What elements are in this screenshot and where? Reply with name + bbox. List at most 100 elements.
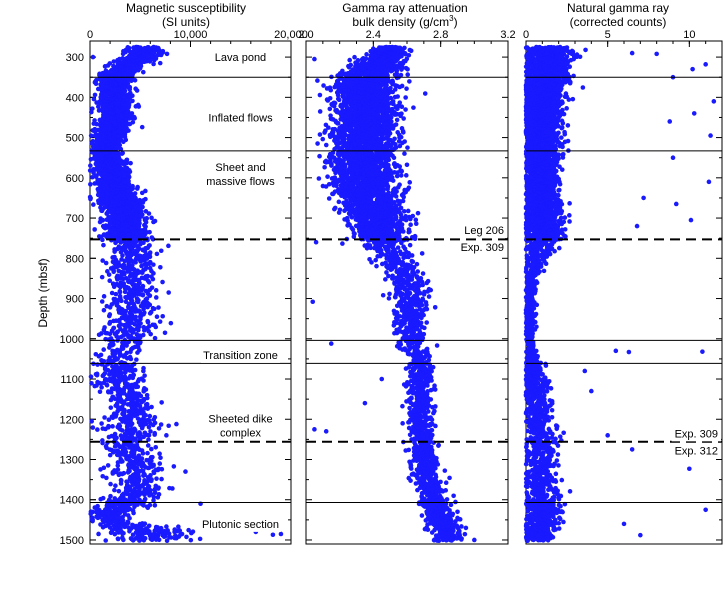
y-tick-label: 1000 (60, 334, 84, 346)
data-point (113, 483, 118, 489)
data-point (135, 299, 141, 305)
data-point (99, 299, 105, 304)
data-point (117, 289, 123, 295)
data-point (106, 272, 112, 277)
data-point (99, 421, 104, 426)
data-point (134, 357, 139, 362)
data-point (171, 464, 177, 469)
data-point (136, 67, 141, 73)
data-point (157, 461, 163, 466)
data-point (102, 415, 107, 420)
data-point (115, 463, 121, 468)
data-point (108, 390, 114, 395)
data-point (95, 86, 101, 92)
data-point (116, 488, 122, 494)
y-tick-label: 700 (66, 213, 84, 225)
data-point (153, 324, 159, 330)
y-tick-label: 500 (66, 133, 84, 145)
data-point (153, 288, 159, 293)
data-point (112, 531, 118, 537)
data-point (127, 528, 132, 534)
data-point (139, 124, 145, 130)
data-point (149, 446, 154, 452)
data-point (122, 524, 128, 530)
data-point (89, 109, 94, 115)
data-point (89, 419, 94, 424)
data-point (95, 515, 101, 521)
data-point (134, 88, 140, 93)
data-point (157, 60, 163, 66)
data-point (96, 353, 102, 359)
data-point (108, 397, 114, 403)
data-point (125, 470, 131, 475)
data-point (111, 59, 117, 64)
data-point (152, 503, 158, 508)
data-point (150, 276, 156, 282)
data-point (146, 424, 152, 430)
data-point (110, 471, 116, 476)
data-point (135, 350, 140, 355)
data-point (139, 425, 145, 431)
data-point (88, 157, 94, 162)
y-tick-label: 900 (66, 294, 84, 306)
data-point (147, 493, 152, 498)
data-point (91, 96, 97, 102)
data-point (158, 455, 163, 461)
data-point (98, 496, 103, 502)
data-point (90, 425, 96, 430)
data-point (126, 116, 132, 121)
data-point (92, 383, 98, 389)
data-point (107, 372, 112, 377)
data-point (130, 98, 135, 104)
data-point (141, 473, 146, 478)
y-tick-label: 1400 (60, 495, 84, 507)
data-point (139, 190, 145, 196)
data-point (100, 524, 106, 530)
data-point (98, 381, 104, 386)
data-point (140, 451, 146, 456)
data-point (107, 331, 113, 337)
data-point (96, 108, 102, 113)
data-point (101, 294, 107, 299)
density-title-line2: bulk density (g/cm3) (352, 14, 457, 29)
ngr-title-line2: (corrected counts) (570, 15, 667, 29)
y-tick-label: 800 (66, 253, 84, 265)
data-point (158, 264, 163, 270)
magsus-x-tick-label: 10,000 (174, 29, 208, 41)
data-point (111, 269, 116, 275)
data-point (159, 476, 164, 482)
data-point (154, 314, 160, 320)
data-point (141, 389, 147, 394)
data-point (106, 313, 112, 319)
y-tick-label: 300 (66, 52, 84, 64)
data-point (145, 505, 151, 511)
y-tick-label: 1300 (60, 454, 84, 466)
data-point (154, 251, 160, 257)
data-point (97, 219, 103, 225)
data-point (118, 481, 124, 486)
data-point (160, 279, 165, 285)
ngr-title-line1: Natural gamma ray (567, 1, 669, 15)
data-point (184, 534, 189, 540)
data-point (94, 100, 99, 105)
data-point (151, 57, 157, 63)
data-point (121, 139, 126, 145)
data-point (110, 424, 115, 429)
data-point (147, 413, 153, 419)
data-point (103, 426, 108, 432)
data-point (93, 81, 99, 87)
data-point (101, 242, 106, 248)
data-point (128, 356, 134, 362)
data-point (155, 495, 161, 500)
data-point (88, 196, 93, 202)
data-point (101, 307, 107, 313)
data-point (127, 87, 133, 92)
data-point (112, 249, 117, 254)
data-point (99, 385, 104, 390)
data-point (147, 311, 153, 316)
data-point (155, 52, 161, 58)
data-point (154, 476, 159, 481)
data-point (147, 59, 153, 64)
data-point (189, 530, 194, 536)
